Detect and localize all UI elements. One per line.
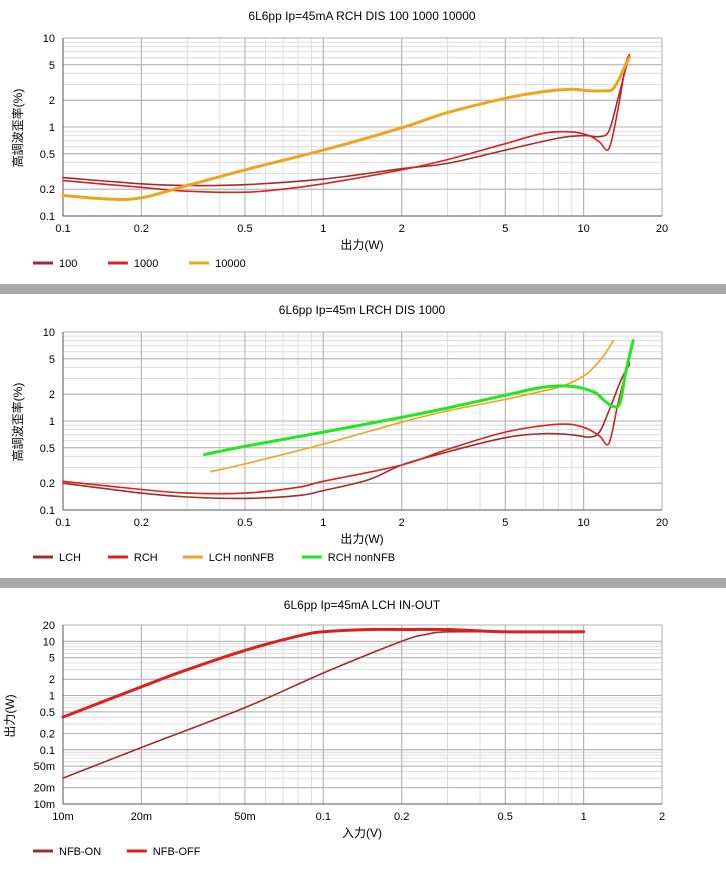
y-tick-label: 20 <box>43 620 55 632</box>
x-tick-label: 1 <box>581 811 587 823</box>
y-tick-label: 0.5 <box>40 707 55 719</box>
y-tick-label: 0.1 <box>40 505 55 517</box>
y-tick-label: 10 <box>43 636 55 648</box>
series-line-lch-nonnfb <box>210 339 615 473</box>
y-tick-label: 1 <box>49 691 55 703</box>
x-tick-label: 0.1 <box>55 517 70 529</box>
y-tick-label: 0.1 <box>40 211 55 223</box>
legend-label: RCH <box>134 552 158 564</box>
x-tick-label: 20 <box>656 223 668 235</box>
x-tick-label: 2 <box>399 223 405 235</box>
y-tick-label: 1 <box>49 416 55 428</box>
y-tick-label: 10 <box>43 33 55 45</box>
y-tick-label: 2 <box>49 95 55 107</box>
x-tick-label: 10 <box>578 517 590 529</box>
legend-label: 10000 <box>215 258 246 270</box>
y-axis-label: 出力(W) <box>3 694 17 737</box>
x-tick-label: 0.1 <box>316 811 331 823</box>
legend-label: RCH nonNFB <box>328 552 395 564</box>
y-tick-label: 5 <box>49 60 55 72</box>
series-line-1000 <box>62 53 631 194</box>
x-tick-label: 0.1 <box>55 223 70 235</box>
x-tick-label: 5 <box>502 517 508 529</box>
y-tick-label: 0.2 <box>40 478 55 490</box>
x-tick-label: 0.2 <box>134 517 149 529</box>
x-tick-label: 2 <box>399 517 405 529</box>
chart-panel-1: 6L6pp Ip=45mA RCH DIS 100 1000 10000 高調波… <box>0 0 726 284</box>
in-out-chart: 6L6pp Ip=45mA LCH IN-OUT 出力(W) 入力(V) 10m… <box>3 598 665 858</box>
x-tick-label: 0.5 <box>237 517 252 529</box>
panel-divider <box>0 284 726 294</box>
series-line-10000 <box>61 56 631 201</box>
x-tick-label: 0.5 <box>237 223 252 235</box>
series-line-lch <box>62 363 631 500</box>
x-tick-label: 0.2 <box>134 223 149 235</box>
x-tick-label: 2 <box>659 811 665 823</box>
x-axis-label: 出力(W) <box>340 238 383 252</box>
x-tick-label: 5 <box>502 223 508 235</box>
series-line-100 <box>62 55 631 187</box>
chart-title: 6L6pp Ip=45mA LCH IN-OUT <box>284 598 441 612</box>
y-tick-label: 0.2 <box>40 184 55 196</box>
x-tick-label: 0.5 <box>498 811 513 823</box>
y-axis-label: 高調波歪率(%) <box>10 89 25 168</box>
y-tick-label: 5 <box>49 354 55 366</box>
series-line-rch-nonnfb <box>203 339 635 456</box>
chart-panel-3: 6L6pp Ip=45mA LCH IN-OUT 出力(W) 入力(V) 10m… <box>0 588 726 872</box>
x-tick-label: 20m <box>131 811 152 823</box>
y-tick-label: 0.1 <box>40 745 55 757</box>
y-tick-label: 50m <box>34 761 55 773</box>
y-tick-label: 1 <box>49 122 55 134</box>
x-tick-label: 1 <box>320 517 326 529</box>
y-tick-label: 0.2 <box>40 728 55 740</box>
y-axis-label: 高調波歪率(%) <box>10 383 25 462</box>
x-tick-label: 50m <box>234 811 255 823</box>
legend-label: LCH <box>59 552 81 564</box>
x-tick-label: 1 <box>320 223 326 235</box>
chart-panel-2: 6L6pp Ip=45m LRCH DIS 1000 高調波歪率(%) 出力(W… <box>0 294 726 578</box>
x-tick-label: 20 <box>656 517 668 529</box>
legend-label: NFB-ON <box>59 846 101 858</box>
distortion-chart-2: 6L6pp Ip=45m LRCH DIS 1000 高調波歪率(%) 出力(W… <box>10 303 668 564</box>
y-tick-label: 5 <box>49 653 55 665</box>
y-tick-label: 2 <box>49 674 55 686</box>
y-tick-label: 10 <box>43 327 55 339</box>
x-tick-label: 10 <box>578 223 590 235</box>
chart-title: 6L6pp Ip=45m LRCH DIS 1000 <box>279 303 446 317</box>
series-line-rch <box>62 362 631 495</box>
series-line-nfb-off <box>61 627 586 719</box>
chart-title: 6L6pp Ip=45mA RCH DIS 100 1000 10000 <box>248 9 475 23</box>
legend-label: 1000 <box>134 258 158 270</box>
x-tick-label: 10m <box>52 811 73 823</box>
x-axis-label: 入力(V) <box>342 826 382 840</box>
y-tick-label: 0.5 <box>40 443 55 455</box>
y-tick-label: 0.5 <box>40 149 55 161</box>
y-tick-label: 2 <box>49 389 55 401</box>
y-tick-label: 10m <box>34 799 55 811</box>
legend-label: 100 <box>59 258 77 270</box>
legend-label: LCH nonNFB <box>209 552 274 564</box>
legend-label: NFB-OFF <box>153 846 201 858</box>
x-tick-label: 0.2 <box>394 811 409 823</box>
x-axis-label: 出力(W) <box>340 532 383 546</box>
y-tick-label: 20m <box>34 783 55 795</box>
panel-divider <box>0 578 726 588</box>
distortion-chart-1: 6L6pp Ip=45mA RCH DIS 100 1000 10000 高調波… <box>10 9 668 270</box>
